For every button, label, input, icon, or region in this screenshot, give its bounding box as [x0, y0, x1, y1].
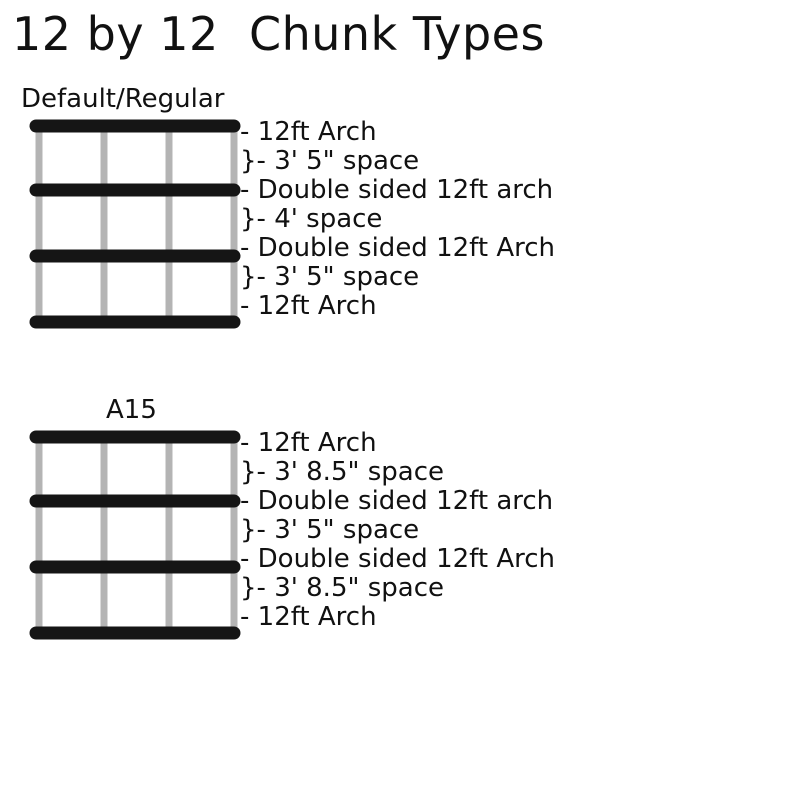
label-double-arch-2: - Double sided 12ft Arch	[240, 544, 555, 574]
label-space-1: }- 3' 5" space	[240, 146, 420, 176]
chunk-diagram-a15-arches	[29, 430, 241, 640]
label-space-2: }- 3' 5" space	[240, 515, 420, 545]
label-space-1: }- 3' 8.5" space	[240, 457, 444, 487]
label-arch-bottom: - 12ft Arch	[240, 291, 377, 321]
label-arch-top: - 12ft Arch	[240, 117, 377, 147]
chunk-diagram-a15-columns	[35, 437, 238, 633]
label-double-arch-1: - Double sided 12ft arch	[240, 175, 554, 205]
page-title: 12 by 12 Chunk Types	[12, 7, 545, 61]
chunk-diagram-default-regular-arches	[29, 119, 241, 329]
label-double-arch-1: - Double sided 12ft arch	[240, 486, 554, 516]
label-space-3: }- 3' 5" space	[240, 262, 420, 292]
chunk-diagram-default-regular-columns	[35, 126, 238, 322]
label-arch-top: - 12ft Arch	[240, 428, 377, 458]
label-space-2: }- 4' space	[240, 204, 383, 234]
label-arch-bottom: - 12ft Arch	[240, 602, 377, 632]
label-space-3: }- 3' 8.5" space	[240, 573, 444, 603]
chunk-title-a15: A15	[106, 395, 157, 425]
label-double-arch-2: - Double sided 12ft Arch	[240, 233, 555, 263]
chunk-title-default-regular: Default/Regular	[21, 84, 225, 114]
